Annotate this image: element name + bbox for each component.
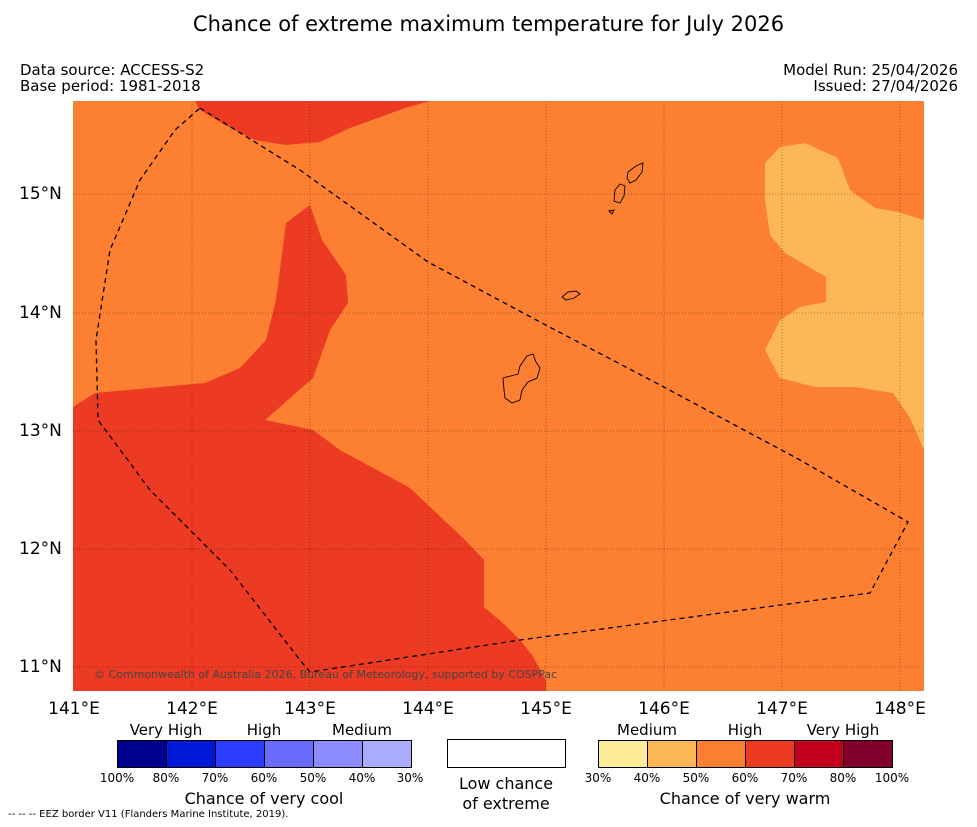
lon-label-142e: 142°E	[166, 699, 218, 719]
warm-swatch	[648, 741, 697, 767]
cool-tick: 40%	[348, 771, 376, 785]
metadata-left: Data source: ACCESS-S2 Base period: 1981…	[20, 62, 204, 94]
cool-category-medium: Medium	[332, 721, 392, 739]
warm-swatch	[599, 741, 648, 767]
cool-swatch	[167, 741, 216, 767]
warm-tick: 30%	[584, 771, 612, 785]
aguijan-island	[608, 209, 615, 215]
cool-swatch	[216, 741, 265, 767]
cool-swatch	[314, 741, 363, 767]
cool-legend-caption: Chance of very cool	[184, 789, 344, 808]
cool-swatch	[118, 741, 167, 767]
chart-title: Chance of extreme maximum temperature fo…	[192, 12, 785, 36]
lat-label-15n: 15°N	[19, 184, 62, 204]
cool-swatch	[265, 741, 314, 767]
islands	[502, 162, 644, 404]
warm-category-medium: Medium	[617, 721, 677, 739]
lon-label-148e: 148°E	[874, 699, 926, 719]
eez-footnote: -- -- -- EEZ border V11 (Flanders Marine…	[8, 809, 289, 820]
rota-island	[561, 290, 581, 301]
model-run: Model Run: 25/04/2026	[783, 61, 958, 79]
base-period: Base period: 1981-2018	[20, 77, 201, 95]
warm-tick: 50%	[682, 771, 710, 785]
lat-label-14n: 14°N	[19, 303, 62, 323]
warm-colorbar	[598, 740, 893, 768]
graticule	[73, 101, 924, 691]
cool-tick: 60%	[250, 771, 278, 785]
warm-tick: 60%	[731, 771, 759, 785]
low-chance-line-1: Low chance	[458, 774, 554, 793]
cool-tick: 70%	[201, 771, 229, 785]
low-chance-line-2: of extreme	[462, 794, 550, 813]
cool-tick: 100%	[99, 771, 135, 785]
low-chance-swatch	[447, 739, 566, 768]
warm-tick: 70%	[780, 771, 808, 785]
cool-category-high: High	[246, 721, 282, 739]
medium-chance-region-east	[765, 143, 924, 450]
warm-tick: 80%	[829, 771, 857, 785]
warm-tick: 100%	[874, 771, 910, 785]
data-source: Data source: ACCESS-S2	[20, 61, 205, 79]
lon-label-145e: 145°E	[520, 699, 572, 719]
lon-label-144e: 144°E	[402, 699, 454, 719]
cool-tick: 80%	[152, 771, 180, 785]
warm-tick: 40%	[633, 771, 661, 785]
tinian-island	[613, 183, 626, 204]
warm-swatch	[697, 741, 746, 767]
lat-label-12n: 12°N	[19, 539, 62, 559]
lon-label-143e: 143°E	[284, 699, 336, 719]
very-high-chance-region-north	[195, 101, 430, 145]
warm-swatch	[844, 741, 892, 767]
warm-category-high: High	[727, 721, 763, 739]
lon-label-146e: 146°E	[638, 699, 690, 719]
warm-swatch	[795, 741, 844, 767]
cool-tick: 50%	[299, 771, 327, 785]
eez-border	[95, 107, 909, 673]
warm-category-very-high: Very High	[806, 721, 880, 739]
cool-swatch	[363, 741, 411, 767]
guam-island	[502, 353, 541, 404]
copyright-notice: © Commonwealth of Australia 2026, Bureau…	[94, 668, 558, 681]
warm-swatch	[746, 741, 795, 767]
lon-label-147e: 147°E	[756, 699, 808, 719]
very-high-chance-region-west	[73, 205, 546, 691]
lon-label-141e: 141°E	[48, 699, 100, 719]
cool-category-very-high: Very High	[129, 721, 203, 739]
lat-label-11n: 11°N	[19, 657, 62, 677]
saipan-island	[626, 162, 644, 184]
metadata-right: Model Run: 25/04/2026 Issued: 27/04/2026	[783, 62, 958, 94]
issued-date: Issued: 27/04/2026	[813, 77, 958, 95]
cool-colorbar	[117, 740, 412, 768]
lat-label-13n: 13°N	[19, 421, 62, 441]
cool-tick: 30%	[396, 771, 424, 785]
warm-legend-caption: Chance of very warm	[659, 789, 831, 808]
low-chance-label: Low chance of extreme	[459, 774, 553, 814]
